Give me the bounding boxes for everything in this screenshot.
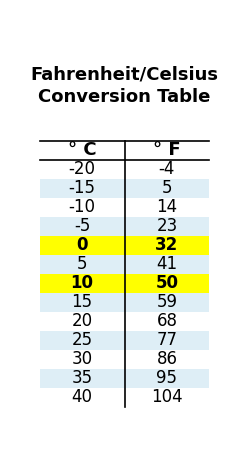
Text: 104: 104 — [151, 388, 183, 406]
Text: 25: 25 — [72, 331, 93, 349]
Text: ° F: ° F — [153, 141, 181, 159]
Text: 50: 50 — [156, 274, 178, 292]
FancyBboxPatch shape — [40, 160, 209, 178]
FancyBboxPatch shape — [40, 369, 209, 388]
FancyBboxPatch shape — [40, 178, 209, 198]
Text: -15: -15 — [69, 179, 96, 197]
FancyBboxPatch shape — [40, 350, 209, 369]
Text: 30: 30 — [72, 350, 93, 368]
Text: -5: -5 — [74, 217, 90, 235]
FancyBboxPatch shape — [40, 198, 209, 217]
Text: 32: 32 — [155, 236, 179, 254]
Text: 41: 41 — [156, 255, 177, 273]
FancyBboxPatch shape — [40, 254, 209, 274]
Text: 35: 35 — [72, 369, 93, 387]
Text: 23: 23 — [156, 217, 178, 235]
Text: -4: -4 — [159, 160, 175, 178]
Text: 15: 15 — [72, 293, 93, 311]
Text: 86: 86 — [156, 350, 177, 368]
FancyBboxPatch shape — [40, 217, 209, 236]
Text: 5: 5 — [77, 255, 87, 273]
Text: 5: 5 — [162, 179, 172, 197]
Text: 10: 10 — [71, 274, 94, 292]
Text: 0: 0 — [76, 236, 88, 254]
FancyBboxPatch shape — [40, 331, 209, 350]
Text: -20: -20 — [69, 160, 96, 178]
FancyBboxPatch shape — [40, 388, 209, 407]
Text: 14: 14 — [156, 198, 177, 216]
Text: 68: 68 — [156, 312, 177, 330]
Text: Fahrenheit/Celsius
Conversion Table: Fahrenheit/Celsius Conversion Table — [31, 66, 218, 106]
Text: ° C: ° C — [68, 141, 96, 159]
Text: -10: -10 — [69, 198, 96, 216]
FancyBboxPatch shape — [40, 236, 209, 254]
FancyBboxPatch shape — [40, 293, 209, 312]
Text: 95: 95 — [156, 369, 177, 387]
FancyBboxPatch shape — [40, 312, 209, 331]
Text: 40: 40 — [72, 388, 93, 406]
Text: 59: 59 — [156, 293, 177, 311]
Text: 77: 77 — [156, 331, 177, 349]
Text: 20: 20 — [72, 312, 93, 330]
FancyBboxPatch shape — [40, 274, 209, 293]
